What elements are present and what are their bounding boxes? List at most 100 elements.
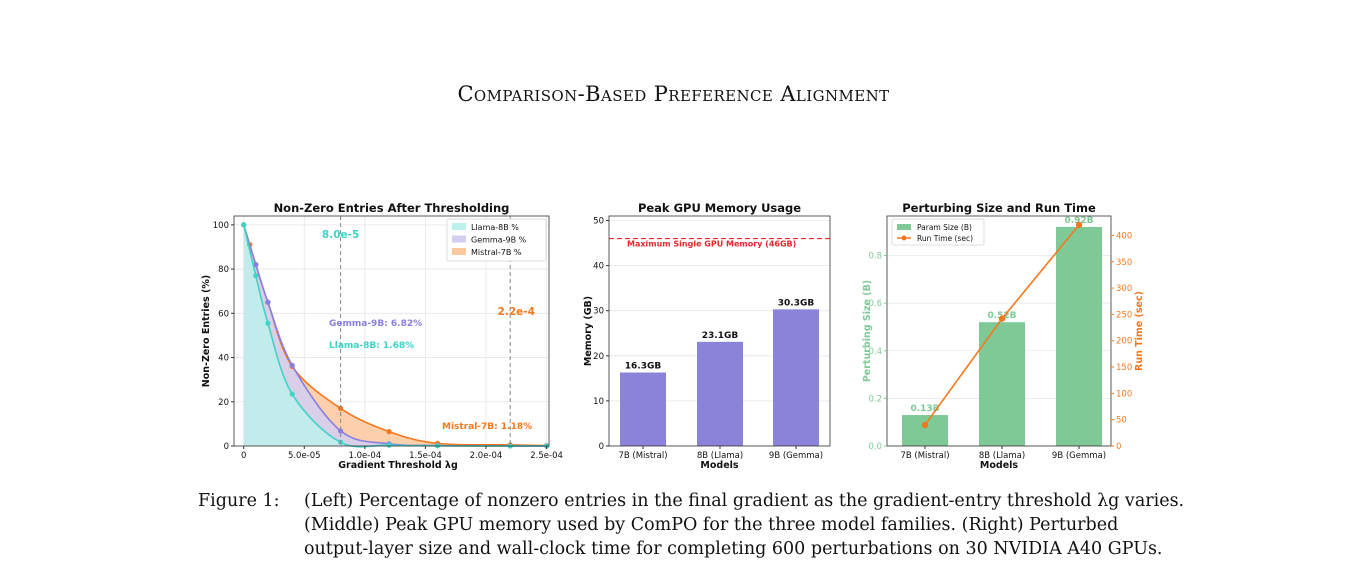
y-tick-label: 40 (593, 262, 604, 272)
x-tick-label: 9B (Gemma) (1052, 451, 1106, 461)
y2-tick-label: 400 (1116, 231, 1132, 241)
data-point (289, 362, 295, 368)
x-tick-label: 1.0e-04 (349, 451, 382, 461)
y-tick-label: 10 (593, 397, 604, 407)
bar (773, 309, 819, 446)
annotation-mistral: Mistral-7B: 1.18% (442, 422, 532, 432)
threshold-label: 8.0e-5 (322, 229, 359, 241)
y-tick-label: 50 (593, 217, 604, 227)
bar-value-label: 0.92B (1064, 216, 1093, 226)
caption-line: (Middle) Peak GPU memory used by ComPO f… (304, 515, 1119, 535)
bar-value-label: 0.13B (910, 404, 939, 414)
chart-peak-gpu-memory: 16.3GB 23.1GB 30.3GB Maximum Single GPU Mem… (583, 201, 831, 471)
x-tick-label: 5.0e-05 (288, 451, 321, 461)
y-tick-label: 0.0 (868, 442, 882, 452)
bar-value-label: 30.3GB (778, 298, 815, 308)
legend-swatch (452, 223, 466, 230)
legend-box (446, 218, 547, 262)
y-tick-label: 20 (593, 352, 604, 362)
bar (620, 372, 666, 446)
y-tick-label: 0.8 (868, 252, 882, 262)
y2-tick-label: 150 (1116, 363, 1132, 373)
area-llama-8b (243, 224, 547, 447)
data-point (338, 428, 344, 434)
x-tick-label: 0 (241, 451, 246, 461)
data-point (265, 320, 271, 326)
y-axis-label: Memory (GB) (583, 296, 594, 366)
y-tick-label: 0 (599, 442, 604, 452)
caption-line: (Left) Percentage of nonzero entries in … (304, 491, 1185, 511)
x-axis-label: Gradient Threshold λg (338, 460, 458, 471)
data-point (241, 222, 247, 228)
y2-tick-label: 350 (1116, 258, 1132, 268)
bar (902, 415, 948, 446)
chart-nonzero-entries: 8.0e-5 2.2e-4 Gemma-9B: 6.82% Llama-8B: 1.6… (201, 201, 563, 471)
y2-tick-label: 0 (1116, 442, 1121, 452)
x-tick-label: 8B (Llama) (697, 451, 743, 461)
data-point (386, 442, 392, 448)
y2-tick-label: 300 (1116, 284, 1132, 294)
y2-tick-label: 200 (1116, 337, 1132, 347)
x-tick-label: 2.5e-04 (530, 451, 563, 461)
legend-swatch (452, 248, 466, 255)
x-axis-label: Models (700, 460, 738, 471)
annotation-llama: Llama-8B: 1.68% (329, 341, 414, 351)
x-tick-label: 7B (Mistral) (900, 451, 949, 461)
y2-tick-label: 250 (1116, 310, 1132, 320)
legend-label: Param Size (B) (917, 223, 972, 232)
runtime-point (921, 421, 929, 429)
caption-line: output-layer size and wall-clock time fo… (304, 539, 1163, 559)
legend-label: Llama-8B % (471, 223, 519, 232)
y2-tick-label: 50 (1116, 416, 1127, 426)
page-header: Comparison-Based Preference Alignment (457, 82, 890, 106)
x-tick-label: 7B (Mistral) (618, 451, 667, 461)
chart-title: Perturbing Size and Run Time (902, 201, 1096, 215)
runtime-point (1075, 221, 1083, 229)
threshold-label: 2.2e-4 (498, 306, 535, 318)
y-tick-label: 0.6 (868, 299, 882, 309)
legend: Llama-8B % Gemma-9B % Mistral-7B % (446, 218, 547, 262)
y-tick-label: 0.2 (868, 394, 882, 404)
y-axis-label: Non-Zero Entries (%) (201, 275, 212, 387)
runtime-point (998, 315, 1006, 322)
legend-label: Gemma-9B % (471, 236, 527, 245)
x-tick-label: 9B (Gemma) (769, 451, 823, 461)
plot-frame (886, 215, 1112, 447)
legend-marker (901, 235, 907, 241)
chart-title: Non-Zero Entries After Thresholding (274, 201, 510, 215)
x-tick-label: 8B (Llama) (979, 451, 1025, 461)
bar-value-label: 16.3GB (625, 361, 662, 371)
y2-axis-label: Run Time (sec) (1134, 291, 1145, 371)
max-memory-label: Maximum Single GPU Memory (46GB) (627, 240, 796, 249)
y-tick-label: 0.4 (868, 347, 882, 357)
legend-box (891, 218, 985, 246)
data-point (253, 273, 259, 279)
bar-value-label: 23.1GB (702, 331, 739, 341)
bar (697, 341, 743, 446)
bar (1056, 226, 1102, 446)
y2-tick-label: 100 (1116, 389, 1132, 399)
plot-frame (233, 215, 550, 447)
annotation-gemma: Gemma-9B: 6.82% (329, 319, 422, 329)
y-tick-label: 30 (593, 307, 604, 317)
legend-swatch (897, 224, 911, 230)
legend-label: Run Time (sec) (917, 234, 973, 243)
y-tick-label: 0 (224, 442, 229, 452)
chart-perturbing-size-run-time: 0.13B0.52B0.92B0.00.20.40.60.80501001502… (862, 201, 1145, 471)
y-tick-label: 60 (218, 309, 229, 319)
data-point (289, 391, 295, 397)
y-tick-label: 100 (213, 221, 229, 231)
x-axis-label: Models (980, 460, 1018, 471)
x-tick-label: 1.5e-04 (409, 451, 442, 461)
data-point (265, 299, 271, 305)
legend-label: Mistral-7B % (471, 248, 522, 257)
legend-swatch (452, 235, 466, 243)
chart-title: Peak GPU Memory Usage (638, 201, 801, 215)
legend: Param Size (B) Run Time (sec) (891, 218, 985, 246)
bar (979, 322, 1025, 446)
y-axis-label: Perturbing Size (B) (862, 280, 873, 382)
x-tick-label: 2.0e-04 (470, 451, 503, 461)
caption-text: (Left) Percentage of nonzero entries in … (304, 489, 1185, 561)
caption-label: Figure 1: (198, 491, 280, 511)
figure: 8.0e-5 2.2e-4 Gemma-9B: 6.82% Llama-8B: 1.6… (201, 201, 1145, 471)
